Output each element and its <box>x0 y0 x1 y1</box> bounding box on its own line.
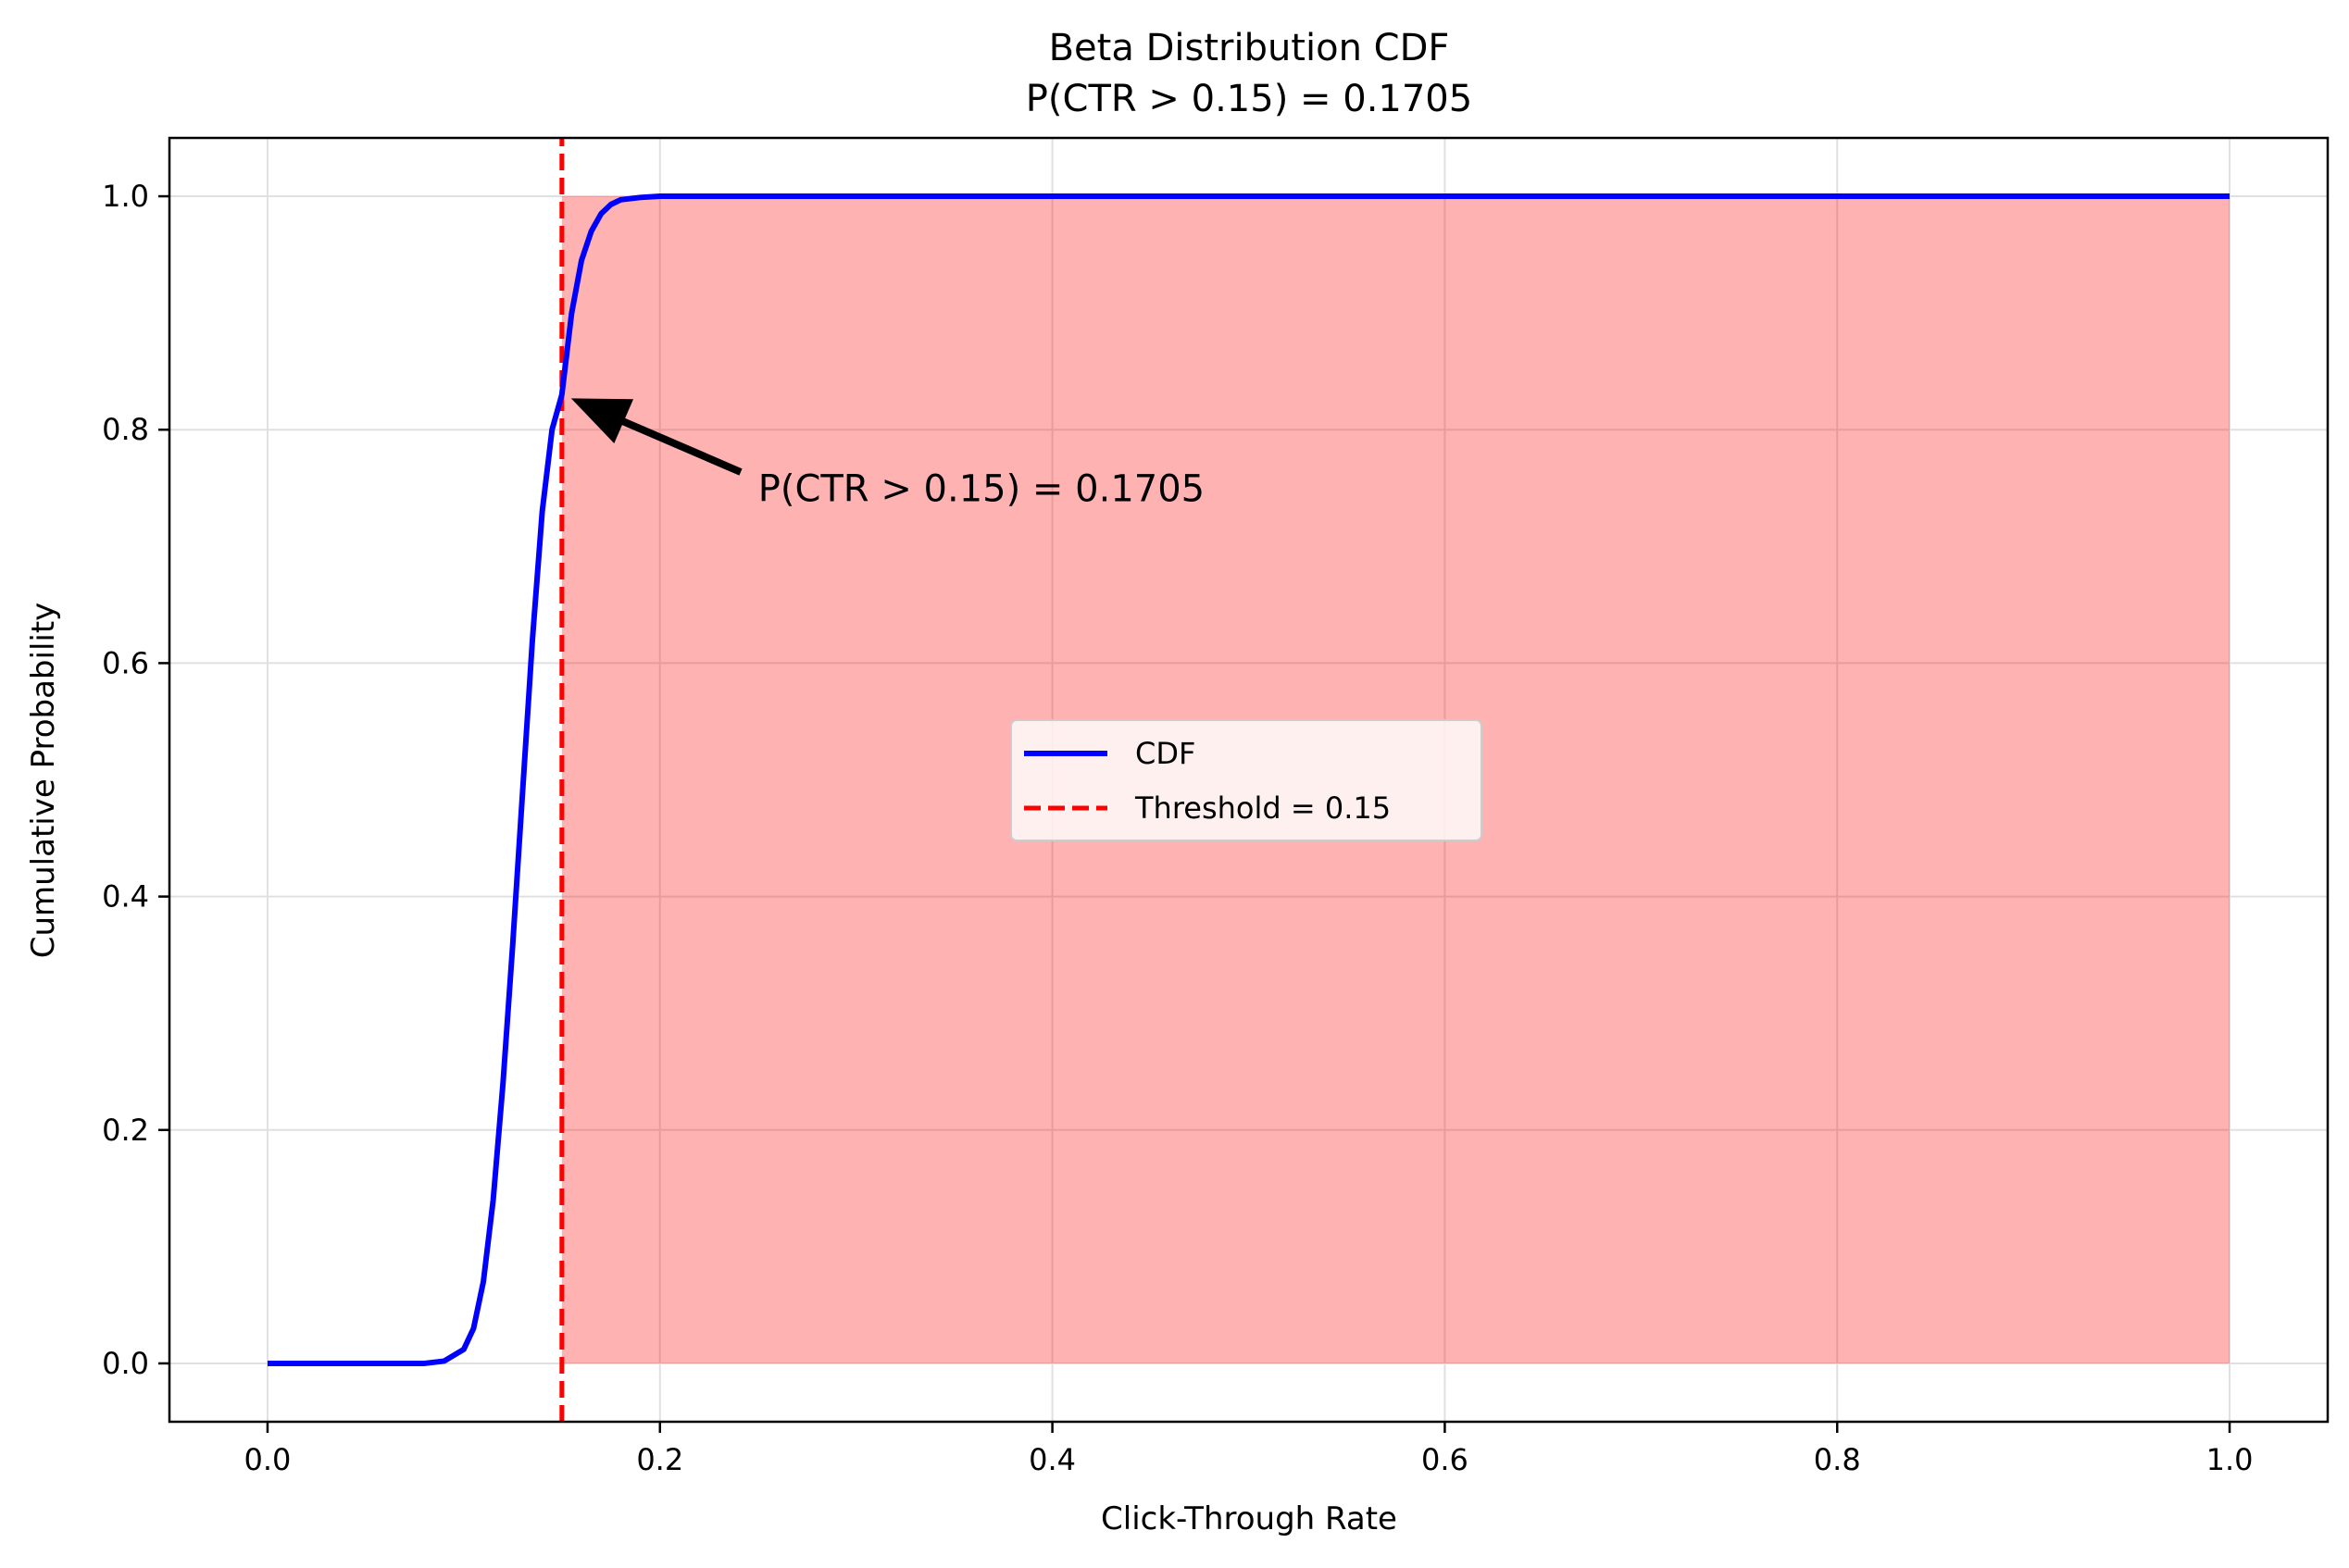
annotation-arrow-head <box>570 398 634 443</box>
legend-threshold-label: Threshold = 0.15 <box>1134 790 1391 826</box>
series-layer <box>267 138 2230 1422</box>
chart-title: Beta Distribution CDF <box>1049 27 1450 69</box>
y-tick-label: 0.2 <box>102 1113 149 1148</box>
x-tick-label: 0.6 <box>1421 1442 1468 1477</box>
x-tick-label: 0.8 <box>1814 1442 1861 1477</box>
chart-subtitle: P(CTR > 0.15) = 0.1705 <box>1026 78 1472 120</box>
axes-frame <box>168 136 2330 1424</box>
x-tick-label: 1.0 <box>2206 1442 2254 1477</box>
tick-marks: 0.0 0.2 0.4 0.6 0.8 1.0 0.0 0.2 0.4 0.6 0.8 1.0 <box>102 179 2253 1477</box>
y-tick-label: 0.8 <box>102 412 149 447</box>
annotation-text: P(CTR > 0.15) = 0.1705 <box>758 467 1205 510</box>
x-tick-label: 0.0 <box>244 1442 292 1477</box>
x-tick-label: 0.4 <box>1029 1442 1076 1477</box>
legend: CDF Threshold = 0.15 <box>1010 719 1482 841</box>
annotation-arrow-shaft <box>611 413 743 476</box>
y-tick-label: 0.6 <box>102 645 149 680</box>
x-axis-label: Click-Through Rate <box>1101 1500 1397 1537</box>
y-tick-label: 0.4 <box>102 879 149 915</box>
cdf-line <box>267 193 2230 1366</box>
y-axis-label: Cumulative Probability <box>25 603 62 959</box>
plot-frame <box>168 136 2330 1424</box>
x-tick-label: 0.2 <box>636 1442 683 1477</box>
y-tick-label: 0.0 <box>102 1346 149 1381</box>
legend-box <box>1010 719 1482 841</box>
annotation-layer: P(CTR > 0.15) = 0.1705 <box>570 398 1205 510</box>
y-tick-label: 1.0 <box>102 179 149 214</box>
legend-cdf-label: CDF <box>1135 736 1195 771</box>
